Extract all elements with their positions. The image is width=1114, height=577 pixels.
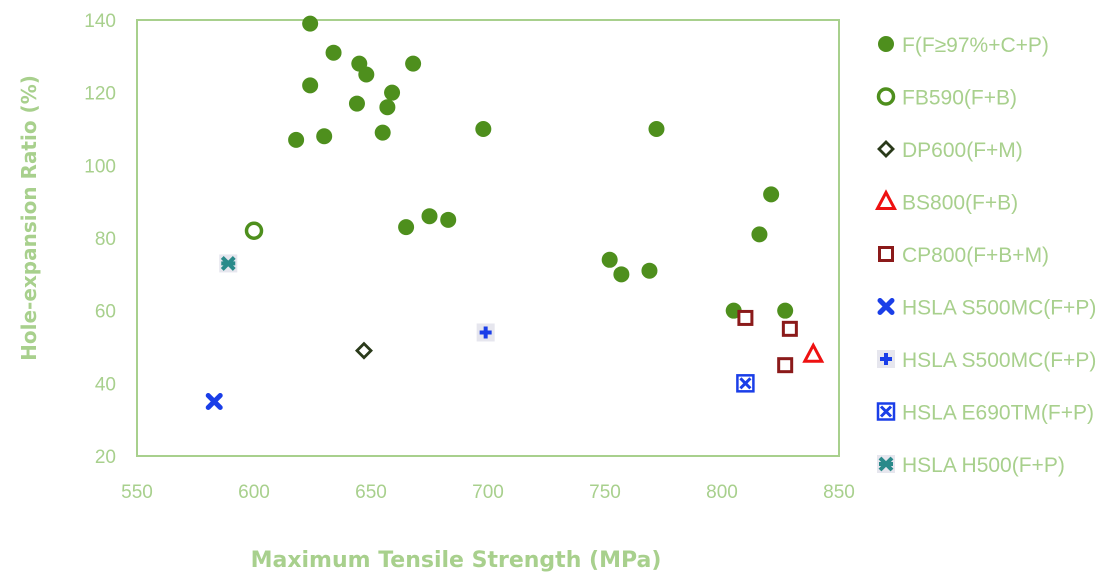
y-tick-label: 20 — [95, 447, 116, 468]
data-point — [302, 77, 319, 94]
x-tick-label: 750 — [589, 482, 621, 503]
data-point — [205, 393, 223, 410]
legend: F(F≥97%+C+P) FB590(F+B) DP600(F+M) BS800(F+… — [875, 34, 1096, 477]
legend-marker — [876, 87, 896, 106]
data-point — [384, 84, 401, 101]
data-point — [802, 342, 825, 363]
legend-marker — [875, 189, 897, 210]
data-point — [374, 124, 391, 141]
legend-label: BS800(F+B) — [902, 192, 1018, 215]
plot-area — [136, 19, 840, 457]
data-point — [475, 121, 492, 137]
data-point — [476, 323, 495, 342]
x-tick-label: 550 — [121, 482, 153, 503]
y-tick-label: 140 — [84, 11, 116, 32]
data-point — [777, 302, 794, 319]
data-point — [781, 320, 798, 337]
legend-marker — [878, 36, 894, 52]
data-point — [288, 131, 305, 148]
data-point — [648, 121, 665, 137]
x-tick-label: 600 — [238, 482, 270, 503]
x-tick-label: 650 — [355, 482, 387, 503]
data-points — [205, 15, 825, 410]
x-tick-labels: 550 600 650 700 750 800 850 — [121, 482, 855, 503]
y-tick-label: 100 — [84, 156, 116, 177]
x-tick-label: 800 — [706, 482, 738, 503]
y-tick-label: 80 — [95, 229, 116, 250]
x-axis-label: Maximum Tensile Strength (MPa) — [251, 548, 662, 573]
legend-marker — [876, 402, 896, 421]
data-point — [325, 44, 342, 61]
data-point — [736, 374, 755, 393]
data-point — [405, 55, 422, 72]
legend-label: HSLA S500MC(F+P) — [902, 349, 1096, 372]
legend-label: DP600(F+M) — [902, 139, 1023, 162]
data-point — [219, 254, 238, 273]
data-point — [302, 15, 319, 32]
data-point — [763, 186, 780, 203]
data-point — [244, 221, 264, 240]
data-point — [358, 66, 375, 83]
legend-marker — [877, 140, 895, 158]
data-point — [355, 341, 373, 360]
legend-label: F(F≥97%+C+P) — [902, 34, 1049, 57]
legend-label: HSLA H500(F+P) — [902, 454, 1065, 477]
data-point — [737, 309, 754, 326]
y-tick-label: 60 — [95, 302, 116, 323]
legend-marker — [877, 350, 895, 368]
legend-label: HSLA E690TM(F+P) — [902, 402, 1094, 425]
data-point — [421, 208, 438, 225]
legend-marker — [877, 455, 895, 473]
data-point — [613, 266, 630, 283]
x-tick-label: 700 — [472, 482, 504, 503]
legend-label: CP800(F+B+M) — [902, 244, 1049, 267]
y-axis-label: Hole-expansion Ratio (%) — [17, 75, 41, 361]
data-point — [601, 251, 618, 268]
data-point — [348, 95, 365, 112]
y-tick-label: 40 — [95, 374, 116, 395]
plot-frame — [136, 19, 840, 457]
legend-marker — [878, 246, 894, 262]
data-point — [777, 357, 794, 374]
x-tick-label: 850 — [823, 482, 855, 503]
data-point — [316, 128, 333, 145]
y-tick-label: 120 — [84, 84, 116, 105]
legend-marker — [877, 298, 895, 315]
data-point — [641, 262, 658, 279]
data-point — [398, 219, 415, 236]
data-point — [440, 211, 457, 228]
legend-label: HSLA S500MC(F+P) — [902, 297, 1096, 320]
legend-label: FB590(F+B) — [902, 87, 1017, 110]
y-tick-labels: 20 40 60 80 100 120 140 — [84, 11, 116, 468]
data-point — [751, 226, 768, 243]
data-point — [379, 99, 396, 116]
